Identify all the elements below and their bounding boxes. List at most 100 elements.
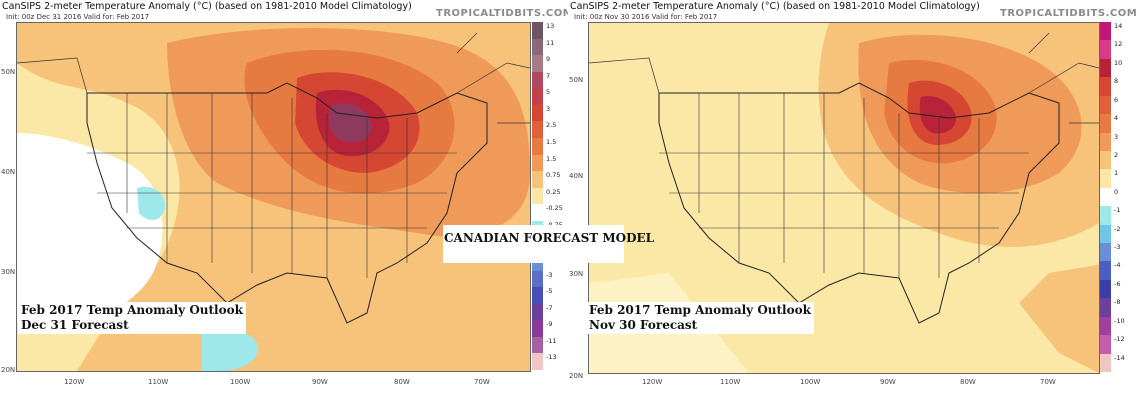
colorbar-tick-label: 3: [546, 104, 551, 113]
colorbar-tick-label: -0.75: [546, 221, 563, 229]
colorbar-swatch: [532, 22, 543, 40]
center-banner: CANADIAN FORECAST MODEL: [443, 225, 654, 263]
colorbar-swatch: [532, 320, 543, 338]
forecast-caption: Feb 2017 Temp Anomaly Outlook Dec 31 For…: [18, 302, 246, 334]
caption-line-1: Feb 2017 Temp Anomaly Outlook: [21, 303, 243, 317]
colorbar-tick-label: 0: [1114, 187, 1119, 196]
colorbar-tick-label: 3: [1114, 132, 1119, 141]
colorbar-tick-label: -10: [1114, 316, 1125, 325]
colorbar-swatch: [532, 104, 543, 122]
coastline-fragments: [589, 32, 1099, 124]
lon-label: 80W: [960, 378, 976, 386]
lon-label: 90W: [880, 378, 896, 386]
colorbar-swatch: [1100, 40, 1111, 60]
colorbar-tick-label: 5: [546, 88, 551, 97]
colorbar-swatch: [1100, 58, 1111, 78]
colorbar-swatch: [1100, 261, 1111, 281]
lat-label: 20N: [569, 372, 584, 380]
contour-neutral-west: [17, 133, 163, 323]
colorbar-swatch: [1100, 114, 1111, 133]
state-boundaries: [659, 93, 1029, 278]
colorbar-tick-label: -2: [1114, 224, 1121, 233]
colorbar-swatch: [532, 154, 543, 172]
lat-label: 30N: [569, 270, 584, 278]
lon-label: 90W: [312, 378, 328, 386]
colorbar-swatch: [1100, 316, 1111, 336]
colorbar-swatch: [1100, 206, 1111, 226]
colorbar-swatch: [1100, 187, 1111, 207]
colorbar-legend: 131197532.51.51.50.750.25-0.25-0.75-1.5-…: [532, 22, 563, 371]
brand-watermark: TROPICALTIDBITS.COM: [1000, 8, 1137, 19]
colorbar-swatch: [1100, 95, 1111, 115]
colorbar-tick-label: 1: [1114, 169, 1119, 178]
colorbar-swatch: [532, 138, 543, 156]
colorbar-tick-label: 0.25: [546, 187, 561, 196]
colorbar-swatch: [1100, 335, 1111, 355]
lat-label: 50N: [1, 68, 16, 76]
colorbar-tick-label: -12: [1114, 335, 1125, 344]
colorbar-swatch: [532, 121, 543, 139]
colorbar-tick-label: 2: [1114, 150, 1119, 159]
colorbar-swatch: [1100, 353, 1111, 373]
colorbar-swatch: [1100, 169, 1111, 189]
colorbar-tick-label: 13: [546, 22, 555, 30]
lon-label: 80W: [394, 378, 410, 386]
colorbar-swatch: [1100, 243, 1111, 262]
forecast-panel-nov30: CanSIPS 2-meter Temperature Anomaly (°C)…: [568, 0, 1137, 400]
lon-label: 110W: [720, 378, 741, 386]
lon-label: 120W: [64, 378, 85, 386]
colorbar-tick-label: 8: [1114, 77, 1119, 86]
colorbar-swatch: [532, 55, 543, 73]
colorbar-swatch: [1100, 298, 1111, 318]
colorbar-tick-label: -3: [1114, 243, 1121, 252]
contour-warm-atlantic: [1019, 264, 1099, 373]
brand-watermark: TROPICALTIDBITS.COM: [436, 8, 574, 19]
panel-title: CanSIPS 2-meter Temperature Anomaly (°C)…: [2, 1, 412, 12]
colorbar-swatch: [532, 187, 543, 205]
colorbar-swatch: [1100, 77, 1111, 97]
coastline-fragments: [17, 32, 530, 124]
colorbar-swatch: [532, 336, 543, 354]
colorbar-swatch: [532, 287, 543, 305]
colorbar-tick-label: 11: [546, 38, 555, 47]
state-boundaries: [87, 93, 457, 278]
lon-label: 70W: [1040, 378, 1056, 386]
colorbar-tick-label: 2.5: [546, 121, 557, 130]
lon-label: 100W: [230, 378, 251, 386]
lat-label: 30N: [1, 268, 16, 276]
lat-label: 40N: [1, 168, 16, 176]
colorbar-tick-label: -4: [1114, 261, 1121, 270]
caption-line-1: Feb 2017 Temp Anomaly Outlook: [589, 303, 811, 317]
colorbar-tick-label: 9: [546, 55, 551, 64]
contour-warm-6: [919, 96, 957, 134]
colorbar-swatch: [1100, 150, 1111, 170]
colorbar-tick-label: -0.25: [546, 204, 563, 213]
colorbar-tick-label: 1.5: [546, 138, 557, 146]
colorbar-tick-label: 7: [546, 71, 551, 80]
colorbar-tick-label: -8: [1114, 298, 1121, 307]
colorbar-tick-label: 4: [1114, 114, 1119, 123]
colorbar-tick-label: -13: [546, 353, 557, 362]
colorbar-swatch: [532, 204, 543, 222]
colorbar-tick-label: -6: [1114, 279, 1121, 288]
colorbar-tick-label: 10: [1114, 58, 1123, 67]
colorbar-swatch: [532, 38, 543, 56]
colorbar-tick-label: -14: [1114, 353, 1125, 362]
anomaly-map-svg: [589, 23, 1099, 373]
colorbar-tick-label: -11: [546, 336, 557, 345]
colorbar-tick-label: 6: [1114, 95, 1119, 104]
init-valid-line: Init: 00z Dec 31 2016 Valid for: Feb 201…: [6, 13, 150, 21]
lon-label: 120W: [642, 378, 663, 386]
colorbar-tick-label: -1: [1114, 206, 1121, 215]
colorbar-swatch: [532, 353, 543, 371]
colorbar-swatch: [532, 71, 543, 89]
colorbar-tick-label: -7: [546, 303, 553, 312]
colorbar-tick-label: 0.75: [546, 171, 561, 180]
colorbar-legend: 14 12 10 8 6 4 3 2 1 0 -1 -2 -3 -4 -6 -8 -10 -12 -14: [1100, 22, 1128, 373]
colorbar-swatch: [532, 303, 543, 321]
colorbar-tick-label: 1.5: [546, 154, 557, 163]
panel-title: CanSIPS 2-meter Temperature Anomaly (°C)…: [570, 1, 980, 12]
lon-label: 100W: [800, 378, 821, 386]
colorbar-swatch: [1100, 132, 1111, 152]
caption-line-2: Dec 31 Forecast: [21, 318, 129, 332]
